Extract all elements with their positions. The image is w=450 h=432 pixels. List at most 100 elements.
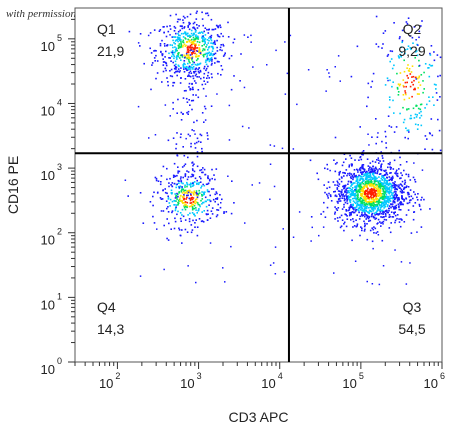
event-dot (352, 197, 354, 200)
event-dot (191, 82, 193, 85)
event-dot (366, 178, 368, 181)
event-dot (338, 171, 340, 174)
event-dot (177, 55, 180, 58)
event-dot (413, 26, 416, 28)
event-dot (352, 226, 354, 228)
event-dot (357, 189, 360, 192)
event-dot (405, 21, 408, 23)
event-dot (361, 171, 364, 174)
event-dot (404, 49, 407, 51)
event-dot (365, 186, 368, 188)
event-dot (397, 199, 400, 201)
event-dot (212, 188, 215, 190)
event-dot (410, 117, 413, 120)
event-dot (201, 49, 204, 52)
event-dot (169, 70, 171, 72)
event-dot (171, 44, 173, 46)
event-dot (180, 220, 182, 222)
event-dot (429, 54, 432, 56)
event-dot (375, 200, 378, 203)
event-dot (212, 42, 215, 44)
event-dot (206, 190, 209, 193)
event-dot (162, 210, 165, 212)
event-dot (403, 183, 406, 185)
event-dot (361, 215, 364, 217)
event-dot (193, 80, 196, 82)
event-dot (269, 198, 271, 200)
event-dot (196, 195, 199, 198)
event-dot (155, 177, 158, 180)
event-dot (379, 209, 382, 211)
event-dot (351, 211, 354, 213)
event-dot (169, 75, 172, 77)
event-dot (192, 66, 195, 68)
event-dot (178, 227, 180, 230)
event-dot (353, 175, 356, 177)
event-dot (405, 85, 407, 88)
event-dot (211, 53, 213, 55)
event-dot (349, 199, 352, 201)
event-dot (378, 184, 381, 186)
event-dot (183, 60, 186, 62)
event-dot (375, 195, 377, 197)
event-dot (394, 221, 396, 224)
event-dot (165, 64, 168, 67)
event-dot (187, 32, 189, 35)
event-dot (206, 81, 209, 83)
event-dot (191, 86, 194, 89)
event-dot (204, 61, 207, 63)
event-dot (386, 55, 389, 57)
event-dot (416, 54, 419, 57)
event-dot (188, 23, 191, 26)
event-dot (201, 150, 203, 153)
event-dot (370, 191, 372, 194)
event-dot (216, 192, 218, 195)
event-dot (178, 229, 181, 231)
event-dot (389, 99, 391, 101)
event-dot (382, 213, 384, 215)
event-dot (184, 78, 187, 80)
event-dot (166, 167, 168, 170)
event-dot (174, 197, 177, 199)
event-dot (217, 35, 220, 38)
event-dot (407, 191, 409, 194)
event-dot (416, 114, 418, 116)
event-dot (388, 188, 391, 191)
event-dot (401, 185, 404, 187)
event-dot (197, 32, 200, 34)
event-dot (353, 211, 355, 214)
event-dot (360, 189, 362, 192)
event-dot (173, 64, 176, 67)
event-dot (382, 209, 384, 212)
event-dot (175, 39, 178, 41)
event-dot (346, 200, 348, 202)
event-dot (384, 190, 387, 193)
event-dot (177, 36, 179, 39)
event-dot (201, 31, 203, 33)
event-dot (199, 62, 202, 65)
event-dot (336, 180, 339, 183)
event-dot (166, 44, 169, 47)
event-dot (407, 45, 410, 47)
event-dot (368, 169, 370, 172)
event-dot (214, 62, 216, 64)
quadrant-percentage: 9,29 (398, 43, 425, 59)
event-dot (383, 199, 386, 201)
event-dot (162, 64, 165, 66)
event-dot (173, 55, 175, 58)
event-dot (334, 195, 337, 197)
event-dot (338, 193, 340, 195)
event-dot (189, 183, 192, 186)
event-dot (382, 32, 385, 34)
event-dot (192, 182, 194, 184)
event-dot (377, 234, 380, 236)
event-dot (201, 193, 203, 196)
event-dot (379, 211, 382, 213)
event-dot (174, 209, 177, 212)
event-dot (187, 194, 189, 197)
event-dot (364, 192, 366, 194)
event-dot (195, 49, 198, 52)
event-dot (390, 172, 392, 174)
event-dot (158, 30, 161, 32)
event-dot (152, 195, 154, 198)
